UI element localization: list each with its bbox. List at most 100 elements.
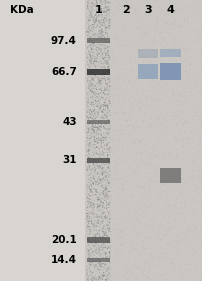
Point [174, 9, 178, 13]
Point [137, 7, 140, 12]
Point [196, 37, 199, 41]
Point [98, 234, 101, 239]
Point [189, 130, 192, 135]
Point [103, 143, 107, 148]
Point [99, 257, 102, 262]
Point [113, 169, 116, 174]
Point [99, 164, 102, 169]
Point [121, 143, 124, 148]
Point [190, 260, 194, 265]
Text: 20.1: 20.1 [51, 235, 77, 245]
Point [94, 130, 98, 134]
Point [94, 119, 97, 124]
Point [117, 93, 120, 98]
Point [88, 85, 91, 89]
Point [138, 213, 141, 217]
Point [177, 0, 180, 3]
Point [105, 108, 108, 113]
Point [166, 35, 169, 40]
Point [129, 235, 133, 239]
Point [196, 162, 200, 167]
Point [154, 89, 157, 94]
Point [99, 235, 102, 239]
Point [136, 207, 139, 211]
Point [113, 82, 116, 87]
Point [100, 139, 103, 143]
Point [106, 123, 109, 127]
Point [95, 135, 98, 140]
Point [102, 169, 105, 173]
Point [170, 100, 174, 104]
Point [88, 14, 92, 19]
Point [93, 193, 97, 197]
Point [89, 154, 92, 158]
Point [103, 258, 106, 262]
Point [195, 112, 198, 116]
Point [101, 212, 104, 217]
Point [112, 28, 115, 33]
Point [177, 23, 181, 27]
Point [166, 204, 169, 208]
Point [138, 48, 141, 53]
Point [92, 176, 95, 180]
Point [187, 144, 190, 149]
Point [176, 91, 179, 96]
Point [199, 3, 202, 8]
Point [153, 97, 157, 102]
Point [86, 226, 89, 230]
Point [109, 174, 112, 179]
Point [84, 24, 87, 28]
Point [92, 174, 96, 178]
Point [87, 11, 90, 15]
Point [163, 62, 166, 66]
Point [157, 148, 160, 153]
Point [102, 162, 105, 166]
Point [131, 115, 134, 120]
Point [92, 243, 95, 248]
Point [125, 69, 128, 74]
Point [167, 6, 170, 11]
Point [188, 62, 191, 66]
Point [106, 48, 109, 53]
Point [176, 171, 180, 175]
Point [100, 13, 103, 18]
Point [98, 75, 101, 80]
Point [105, 182, 108, 187]
Point [136, 184, 139, 189]
Point [144, 156, 147, 161]
Point [167, 168, 170, 173]
Point [102, 115, 105, 120]
Point [178, 126, 181, 131]
Point [90, 197, 94, 202]
Point [131, 38, 134, 43]
Point [86, 165, 89, 169]
Point [87, 75, 90, 80]
Point [86, 46, 89, 50]
Point [140, 192, 143, 197]
Point [147, 277, 150, 281]
Point [172, 22, 176, 26]
Point [195, 198, 199, 203]
Point [142, 192, 145, 196]
Point [165, 196, 168, 200]
Point [184, 57, 187, 62]
Point [188, 94, 191, 99]
Point [127, 159, 130, 164]
Point [91, 211, 94, 216]
Point [107, 229, 110, 233]
Point [104, 37, 108, 42]
Point [134, 246, 137, 250]
Point [98, 163, 102, 167]
Point [101, 2, 104, 6]
Point [110, 239, 113, 243]
Point [95, 31, 98, 36]
Point [107, 123, 111, 128]
Point [128, 177, 132, 182]
Point [122, 161, 125, 165]
Point [136, 36, 140, 41]
Point [92, 258, 95, 262]
Point [122, 74, 125, 79]
Point [137, 24, 140, 29]
Point [134, 30, 137, 35]
Point [192, 168, 195, 173]
